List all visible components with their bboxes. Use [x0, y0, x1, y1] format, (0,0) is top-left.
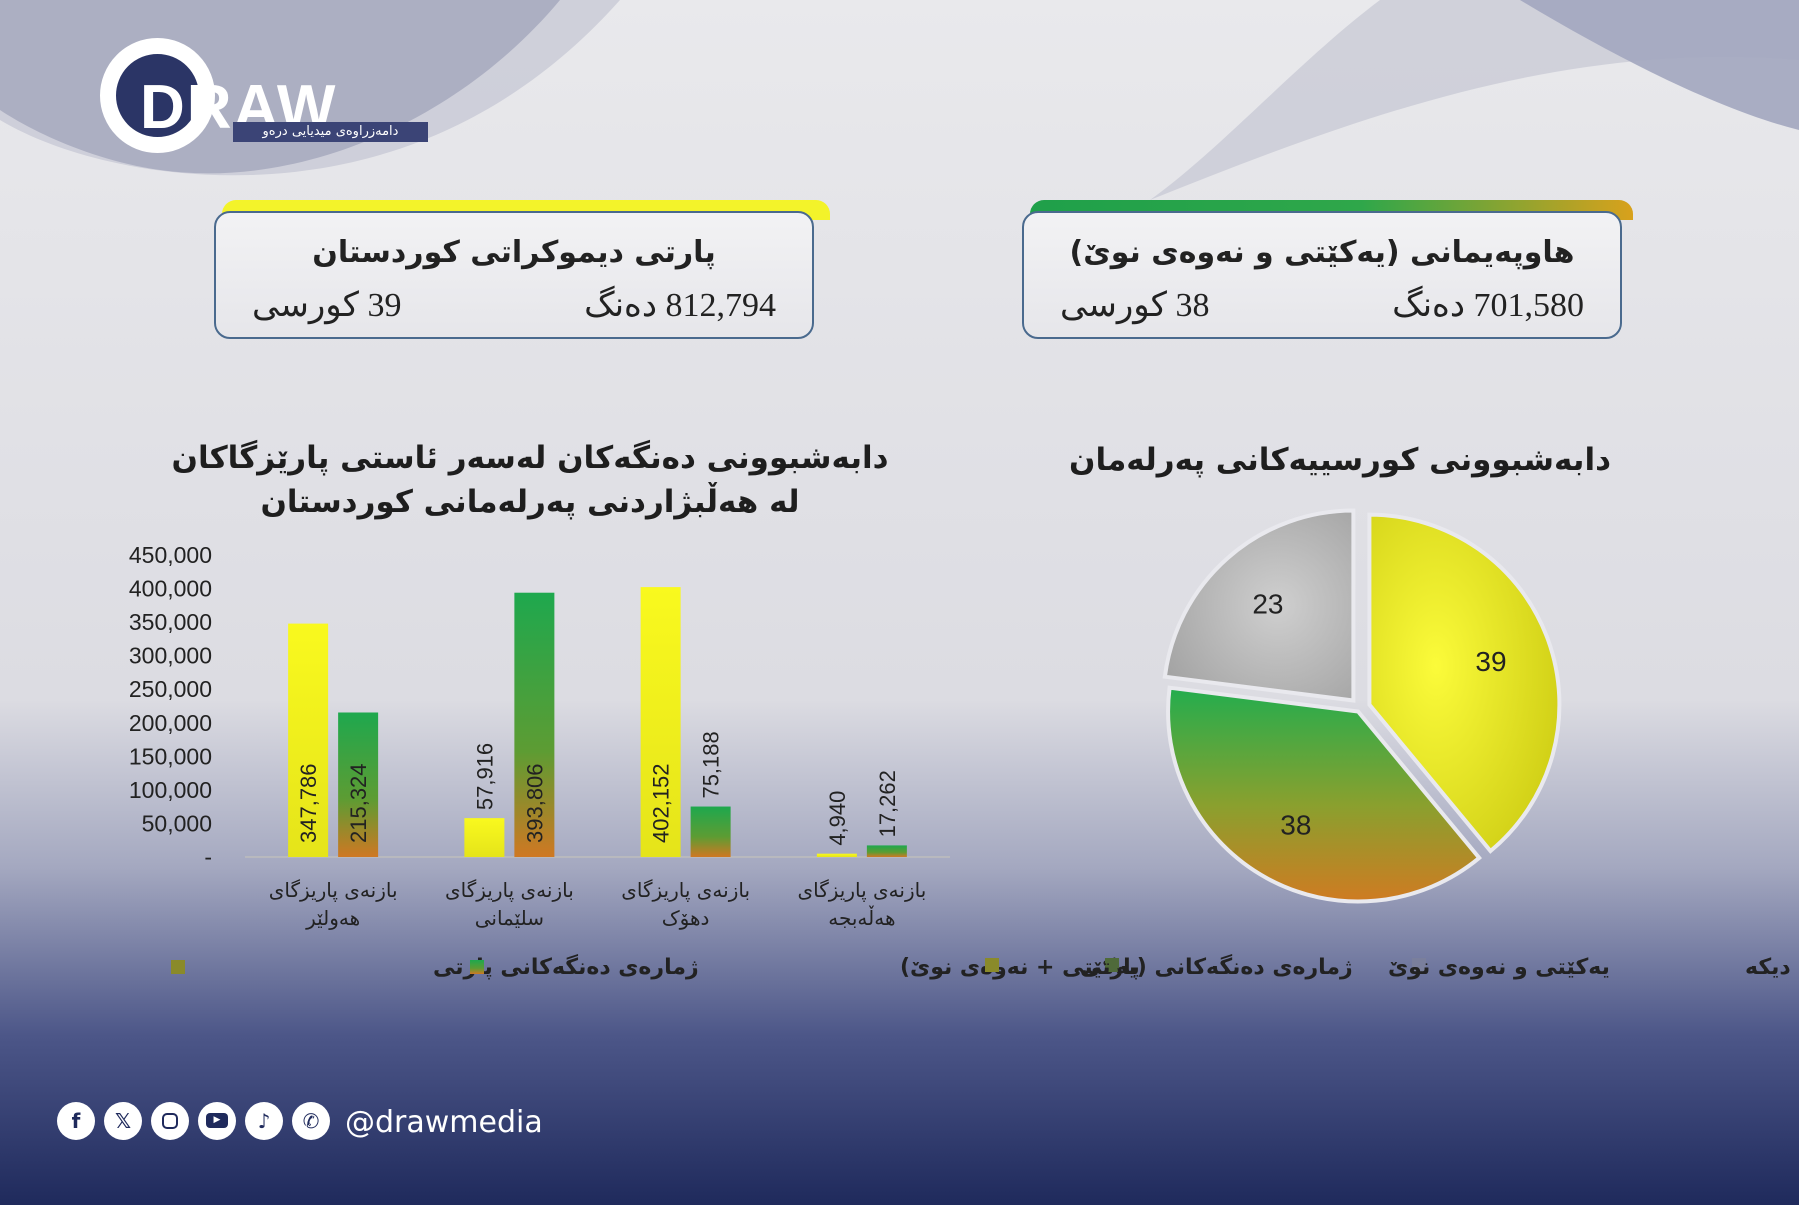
x-category-label: هەولێر	[305, 906, 360, 930]
facebook-icon[interactable]: f	[57, 1102, 95, 1140]
bar-data-label: 75,188	[699, 731, 724, 798]
youtube-icon[interactable]: ▶	[198, 1102, 236, 1140]
y-tick-label: 300,000	[129, 643, 212, 669]
bar-alliance-1	[514, 592, 555, 857]
bar-data-label: 402,152	[649, 763, 674, 843]
alliance-box-title: هاوپەیمانی (یەکێتی و نەوەی نوێ)	[1069, 235, 1575, 270]
pie-slice-kdp	[1367, 512, 1562, 854]
legend-swatch-kdp	[171, 960, 185, 974]
bar-data-label: 57,916	[472, 743, 497, 810]
bar-kdp-0	[288, 623, 329, 857]
alliance-box-votes: 701,580 دەنگ	[1392, 287, 1584, 324]
kdp-box-votes: 812,794 دەنگ	[584, 287, 776, 324]
legend-label-alliance-seats: یەکێتی و نەوەی نوێ	[1388, 955, 1610, 980]
y-tick-label: -	[204, 844, 212, 870]
x-category-label: دهۆک	[662, 906, 710, 930]
y-tick-label: 400,000	[129, 576, 212, 602]
bar-kdp-2	[640, 587, 681, 857]
bar-chart-title-line1: دابەشبوونی دەنگەکان لەسەر ئاستی پارێزگاک…	[171, 440, 889, 476]
kdp-box-title: پارتی دیموکراتی کوردستان	[312, 235, 716, 270]
bar-alliance-3	[866, 845, 907, 857]
y-tick-label: 250,000	[129, 676, 212, 702]
alliance-box-seats: 38 کورسی	[1060, 287, 1210, 324]
kdp-summary-box: پارتی دیموکراتی کوردستان 812,794 دەنگ 39…	[214, 211, 814, 339]
legend-label-kdp-seats: پارتی	[1080, 955, 1140, 980]
pie-data-label: 38	[1280, 810, 1311, 841]
pie-data-label: 39	[1475, 646, 1506, 677]
legend-swatch-alliance-seats	[1105, 958, 1119, 972]
x-category-label: بازنەی پاریزگای	[797, 878, 926, 903]
x-category-label: سلێمانی	[475, 906, 544, 930]
y-tick-label: 50,000	[142, 810, 212, 836]
x-category-label: بازنەی پاریزگای	[445, 878, 574, 903]
pie-chart-title: دابەشبوونی کورسییەکانی پەرلەمان	[1068, 442, 1611, 478]
logo-tagline: دامەزراوەی میدیایی درەو	[233, 122, 428, 142]
social-handle[interactable]: @drawmedia	[345, 1105, 543, 1140]
bar-kdp-1	[464, 818, 505, 857]
x-category-label: هەڵەبجە	[828, 905, 895, 930]
bar-chart-title: دابەشبوونی دەنگەکان لەسەر ئاستی پارێزگاک…	[150, 436, 910, 524]
legend-label-others: پێکهاتەو لایەنەکانی دیکە	[1745, 955, 1799, 980]
bar-data-label: 347,786	[296, 763, 321, 843]
pie-slice-alliance	[1166, 685, 1482, 904]
bar-kdp-3	[816, 853, 857, 857]
x-category-label: بازنەی پاریزگای	[621, 878, 750, 903]
y-tick-label: 150,000	[129, 743, 212, 769]
legend-swatch-alliance	[470, 960, 484, 974]
y-tick-label: 100,000	[129, 777, 212, 803]
alliance-summary-box: هاوپەیمانی (یەکێتی و نەوەی نوێ) 701,580 …	[1022, 211, 1622, 339]
bar-alliance-0	[338, 712, 379, 857]
x-icon[interactable]: 𝕏	[104, 1102, 142, 1140]
y-tick-label: 350,000	[129, 609, 212, 635]
bar-data-label: 393,806	[522, 763, 547, 843]
instagram-icon[interactable]	[151, 1102, 189, 1140]
bar-data-label: 17,262	[875, 770, 900, 837]
x-category-label: بازنەی پاریزگای	[269, 878, 398, 903]
legend-swatch-others	[1412, 958, 1426, 972]
pie-slice-others	[1162, 508, 1356, 703]
kdp-box-seats: 39 کورسی	[252, 287, 402, 324]
tiktok-icon[interactable]: ♪	[245, 1102, 283, 1140]
bar-data-label: 4,940	[825, 791, 850, 846]
bar-data-label: 215,324	[346, 763, 371, 843]
pie-data-label: 23	[1252, 589, 1283, 620]
legend-label-alliance: ژمارەی دەنگەکانی (یەکێتی + نەوەی نوێ)	[900, 953, 1353, 980]
whatsapp-icon[interactable]: ✆	[292, 1102, 330, 1140]
y-tick-label: 450,000	[129, 542, 212, 568]
legend-swatch-kdp-seats	[985, 958, 999, 972]
y-tick-label: 200,000	[129, 710, 212, 736]
bar-chart-title-line2: لە هەڵبژاردنی پەرلەمانی کوردستان	[260, 484, 800, 520]
bar-alliance-2	[690, 806, 731, 857]
